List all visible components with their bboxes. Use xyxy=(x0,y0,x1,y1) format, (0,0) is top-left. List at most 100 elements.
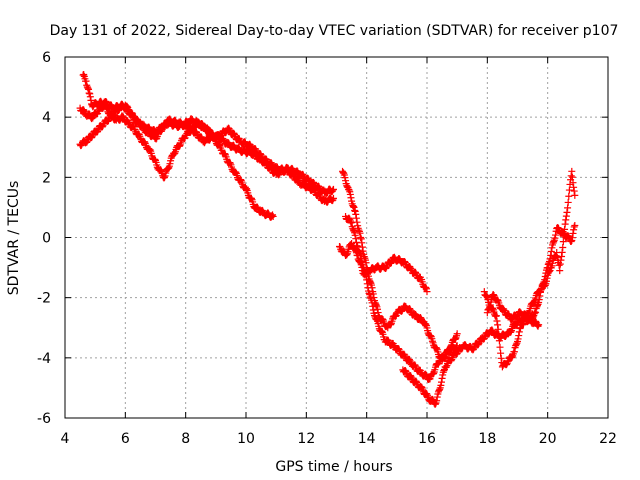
data-point xyxy=(536,288,544,296)
data-point xyxy=(547,251,555,259)
data-point xyxy=(486,301,494,309)
data-point xyxy=(364,284,372,292)
data-point xyxy=(300,180,308,188)
data-point xyxy=(531,308,539,316)
x-tick-labels: 4 6 8 10 12 14 16 18 20 22 xyxy=(61,431,617,447)
data-point xyxy=(384,337,392,345)
data-point xyxy=(129,111,137,119)
data-point xyxy=(329,185,337,193)
data-point xyxy=(536,292,544,300)
data-point xyxy=(562,216,570,224)
data-point xyxy=(363,276,371,284)
data-point xyxy=(371,312,379,320)
data-point xyxy=(378,327,386,335)
data-point xyxy=(289,171,297,179)
data-point xyxy=(304,174,312,182)
data-point xyxy=(485,305,493,313)
data-point xyxy=(329,186,337,194)
data-point xyxy=(363,280,371,288)
data-point xyxy=(406,356,414,364)
data-point xyxy=(159,124,167,132)
data-point xyxy=(157,166,165,174)
data-point xyxy=(365,289,373,297)
data-point xyxy=(86,90,94,98)
data-point xyxy=(571,221,579,229)
data-point xyxy=(252,145,260,153)
data-point xyxy=(382,264,390,272)
data-point xyxy=(269,211,277,219)
data-point xyxy=(534,322,542,330)
data-point xyxy=(571,191,579,199)
data-point xyxy=(232,168,240,176)
data-point xyxy=(165,164,173,172)
data-point xyxy=(406,305,414,313)
data-point xyxy=(87,96,95,104)
data-point xyxy=(480,334,488,342)
data-point xyxy=(104,117,112,125)
data-point xyxy=(565,233,573,241)
data-point xyxy=(422,320,430,328)
data-point xyxy=(515,332,523,340)
data-point xyxy=(329,196,337,204)
data-point xyxy=(508,353,516,361)
y-tick-label: 4 xyxy=(42,110,51,126)
x-axis-title: GPS time / hours xyxy=(275,459,392,475)
data-point xyxy=(387,258,395,266)
data-point xyxy=(497,354,505,362)
data-point xyxy=(201,138,209,146)
data-point xyxy=(88,133,96,141)
data-point xyxy=(247,194,255,202)
x-tick-label: 12 xyxy=(297,431,315,447)
data-point xyxy=(489,327,497,335)
data-point xyxy=(544,264,552,272)
data-point xyxy=(199,121,207,129)
data-point xyxy=(529,313,537,321)
data-point xyxy=(542,269,550,277)
data-point xyxy=(431,400,439,408)
data-point xyxy=(294,175,302,183)
data-point xyxy=(487,298,495,306)
data-point xyxy=(519,321,527,329)
y-tick-labels: -6 -4 -2 0 2 4 6 xyxy=(37,50,51,427)
data-point xyxy=(569,179,577,187)
data-point xyxy=(369,306,377,314)
data-point xyxy=(357,254,365,262)
data-point xyxy=(535,296,543,304)
data-point xyxy=(516,325,524,333)
data-point xyxy=(85,85,93,93)
data-point xyxy=(146,146,154,154)
data-point xyxy=(494,296,502,304)
data-point xyxy=(557,256,565,264)
y-tick-label: -6 xyxy=(37,411,51,427)
data-point xyxy=(217,131,225,139)
data-point xyxy=(530,298,538,306)
data-point xyxy=(352,214,360,222)
x-tick-label: 16 xyxy=(418,431,436,447)
data-point xyxy=(451,335,459,343)
data-point xyxy=(269,212,277,220)
data-point xyxy=(492,312,500,320)
data-point xyxy=(349,203,357,211)
data-point xyxy=(350,203,358,211)
data-point xyxy=(503,360,511,368)
data-point xyxy=(225,125,233,133)
data-point xyxy=(368,299,376,307)
data-point xyxy=(230,142,238,150)
data-point xyxy=(570,223,578,231)
data-point xyxy=(310,185,318,193)
data-point xyxy=(310,180,318,188)
data-point xyxy=(438,374,446,382)
data-point xyxy=(539,279,547,287)
data-point xyxy=(556,267,564,275)
data-point xyxy=(535,321,543,329)
data-point xyxy=(559,243,567,251)
data-point xyxy=(268,160,276,168)
data-point xyxy=(366,278,374,286)
data-point xyxy=(489,291,497,299)
x-tick-label: 4 xyxy=(61,431,70,447)
data-point xyxy=(357,234,365,241)
data-point xyxy=(555,225,563,233)
data-point xyxy=(315,183,323,191)
x-tick-label: 10 xyxy=(237,431,255,447)
data-point xyxy=(566,180,574,188)
